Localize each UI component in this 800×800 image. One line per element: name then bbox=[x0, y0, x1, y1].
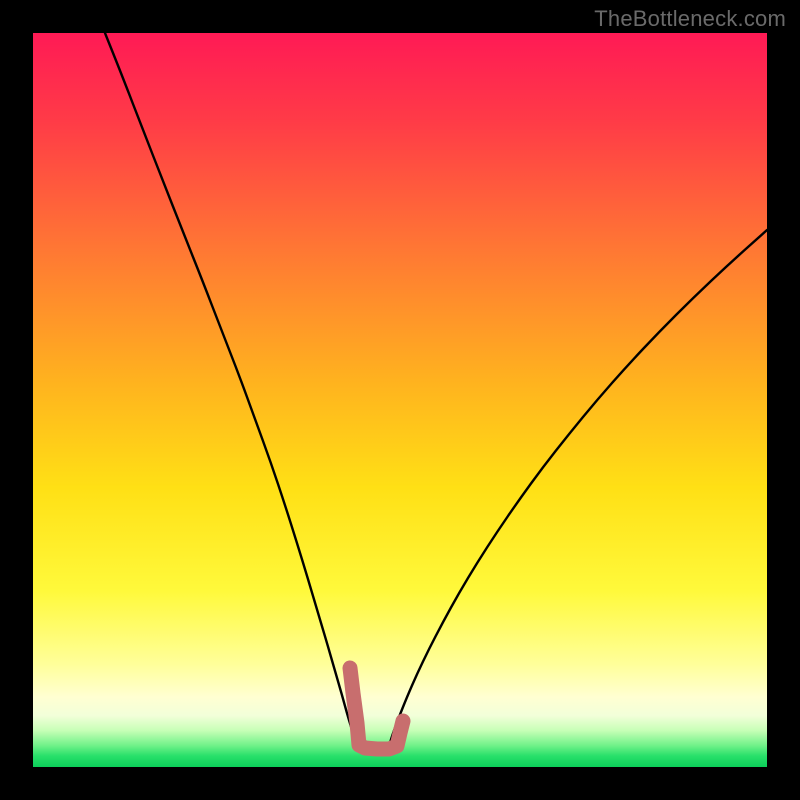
watermark-text: TheBottleneck.com bbox=[594, 6, 786, 32]
curve-overlay bbox=[33, 33, 767, 767]
bottleneck-curve-left bbox=[105, 33, 357, 746]
optimal-marker-icon bbox=[350, 668, 403, 749]
bottleneck-curve-right bbox=[389, 230, 767, 746]
plot-area bbox=[33, 33, 767, 767]
